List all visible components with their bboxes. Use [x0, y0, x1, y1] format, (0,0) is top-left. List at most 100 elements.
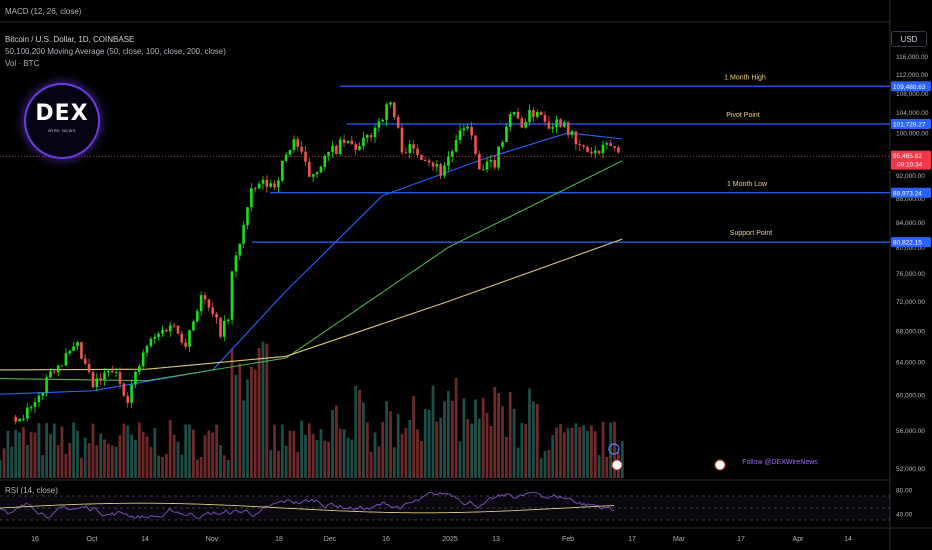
candle-body: [168, 325, 172, 332]
candle-body: [261, 179, 265, 184]
candle-body: [300, 146, 303, 152]
candle-body: [107, 370, 110, 373]
candle-body: [493, 160, 497, 168]
volume-bar: [528, 388, 531, 478]
volume-bar: [253, 369, 257, 478]
volume-bar: [168, 420, 172, 478]
time-tick-label: Mar: [673, 536, 686, 543]
volume-bar: [570, 427, 574, 478]
volume-bar: [192, 429, 195, 478]
time-tick-label: 16: [382, 536, 390, 543]
price-tick-label: 100,000.00: [896, 130, 929, 137]
volume-bar: [385, 401, 388, 478]
candle-body: [528, 109, 531, 123]
candle-body: [617, 147, 620, 153]
candle-body: [536, 112, 539, 117]
rsi-indicator-label[interactable]: RSI (14, close): [5, 486, 58, 495]
candle-body: [423, 159, 427, 161]
volume-bar: [454, 377, 458, 478]
level-label: Pivot Point: [726, 112, 760, 119]
candle-body: [246, 207, 249, 225]
volume-bar: [489, 426, 493, 478]
candle-body: [505, 126, 508, 143]
candle-body: [122, 383, 126, 396]
volume-bar: [153, 428, 157, 478]
volume-bar: [10, 446, 14, 478]
candle-body: [153, 336, 157, 339]
volume-bar: [609, 422, 613, 478]
volume-bar: [562, 432, 566, 478]
candle-body: [53, 371, 56, 373]
moving-average-label[interactable]: 50,100,200 Moving Average (50, close, 10…: [5, 47, 226, 56]
volume-bar: [29, 432, 33, 478]
candle-body: [114, 372, 118, 374]
volume-label[interactable]: Vol · BTC: [5, 59, 40, 68]
volume-bar: [45, 423, 48, 478]
volume-bar: [226, 459, 230, 478]
volume-bar: [497, 393, 500, 478]
volume-bar: [346, 437, 350, 478]
candle-body: [196, 311, 199, 322]
volume-bar: [381, 422, 385, 478]
candle-body: [377, 121, 381, 128]
volume-bar: [412, 396, 415, 478]
candle-body: [435, 164, 439, 167]
volume-bar: [126, 425, 130, 478]
volume-bar: [477, 418, 481, 478]
volume-bar: [114, 446, 118, 478]
candle-body: [323, 155, 327, 167]
price-tick-label: 88,000.00: [896, 196, 925, 203]
price-tick-label: 64,000.00: [896, 359, 925, 366]
volume-bar: [323, 440, 327, 478]
macd-indicator-label[interactable]: MACD (12, 26, close): [5, 7, 82, 16]
ma-line-2: [0, 160, 623, 382]
price-tick-label: 80,000.00: [896, 245, 925, 252]
candle-body: [570, 131, 574, 135]
candle-body: [582, 145, 585, 147]
candle-body: [605, 143, 609, 145]
ma-line-3: [0, 238, 623, 371]
volume-bar: [141, 431, 145, 478]
volume-bar: [6, 430, 10, 478]
ma-line-1: [0, 132, 623, 395]
volume-bar: [91, 423, 95, 478]
volume-bar: [134, 439, 137, 478]
candle-body: [590, 151, 593, 154]
symbol-title[interactable]: Bitcoin / U.S. Dollar, 1D, COINBASE: [5, 35, 135, 44]
volume-bar: [307, 423, 311, 478]
volume-bar: [408, 420, 412, 478]
events-icon: [608, 443, 620, 455]
volume-bar: [520, 422, 524, 478]
candle-body: [64, 353, 68, 366]
volume-bar: [211, 432, 215, 478]
candle-body: [91, 372, 95, 388]
candle-body: [516, 111, 520, 119]
price-tick-label: 56,000.00: [896, 428, 925, 435]
volume-bar: [284, 445, 288, 478]
volume-bar: [203, 435, 207, 478]
candle-body: [269, 183, 272, 187]
volume-bar: [242, 400, 245, 478]
candle-body: [118, 372, 122, 384]
candle-body: [524, 122, 527, 128]
volume-bar: [327, 442, 330, 478]
candle-body: [481, 169, 485, 171]
volume-bar: [222, 455, 226, 478]
volume-bar: [470, 423, 473, 478]
candle-body: [176, 325, 180, 334]
rsi-tick-label: 40.00: [896, 512, 913, 519]
candle-body: [470, 126, 473, 136]
time-tick-label: 17: [628, 536, 636, 543]
candle-body: [149, 338, 153, 347]
candle-body: [265, 179, 269, 187]
volume-bar: [110, 445, 114, 478]
candle-body: [157, 333, 160, 337]
volume-bar: [122, 423, 126, 478]
volume-bar: [559, 423, 562, 478]
candle-body: [342, 139, 346, 143]
currency-button[interactable]: USD: [891, 31, 927, 47]
candle-body: [408, 144, 412, 153]
candle-body: [234, 255, 238, 272]
candle-body: [609, 143, 612, 146]
